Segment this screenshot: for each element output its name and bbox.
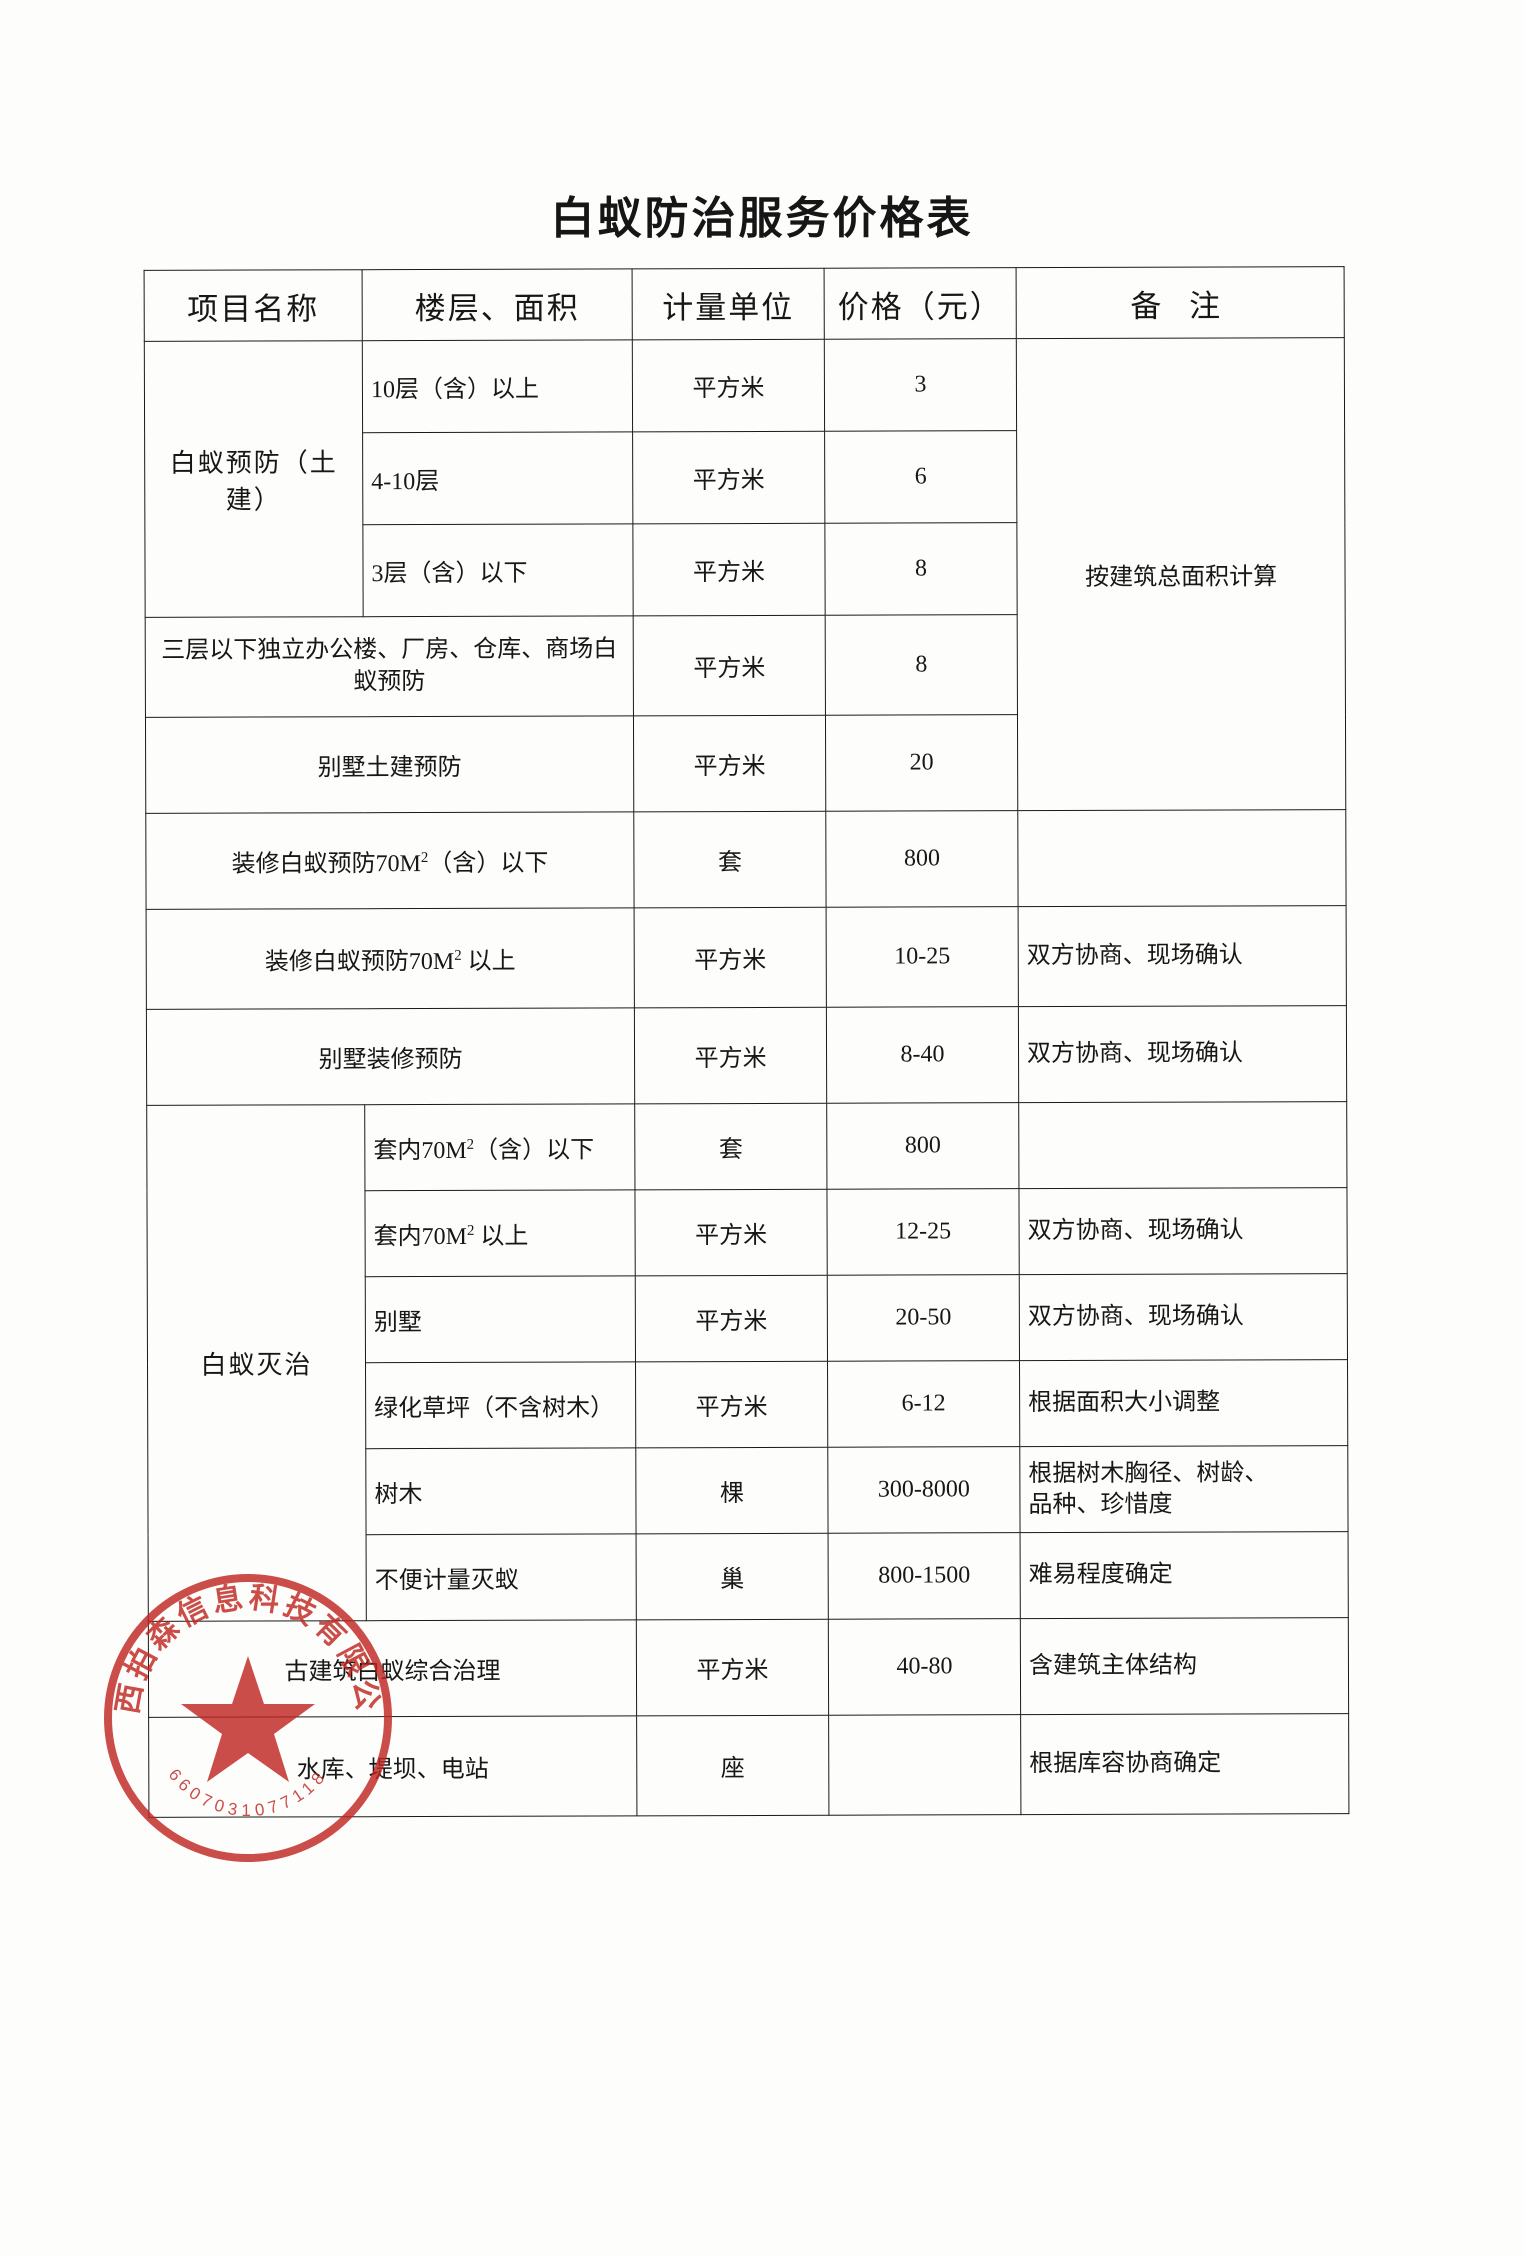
item-text-part-b: （含）以下 — [428, 850, 549, 877]
unit-cell: 平方米 — [635, 1275, 828, 1362]
unit-cell: 平方米 — [634, 1007, 827, 1104]
table-row: 装修白蚁预防70M2 以上 平方米 10-25 双方协商、现场确认 — [146, 905, 1347, 1010]
remark-cell: 双方协商、现场确认 — [1019, 1273, 1348, 1361]
price-cell: 6 — [824, 430, 1017, 524]
remark-line-2: 品种、珍惜度 — [1028, 1491, 1173, 1518]
scope-text-part-b: （含）以下 — [474, 1137, 595, 1164]
price-cell: 20 — [825, 714, 1018, 812]
unit-cell: 平方米 — [633, 715, 826, 812]
item-cell-villa-decoration: 别墅装修预防 — [146, 1007, 635, 1106]
page-title: 白蚁防治服务价格表 — [550, 194, 974, 243]
unit-cell: 平方米 — [634, 1189, 828, 1276]
item-text-part-a: 装修白蚁预防70M — [264, 948, 455, 976]
price-table-container: 项目名称 楼层、面积 计量单位 价格（元） 备 注 白蚁预防（土建） 10层（含… — [144, 266, 1349, 1818]
price-cell: 8 — [825, 614, 1018, 716]
column-header-price: 价格（元） — [824, 267, 1017, 340]
item-cell-office-factory: 三层以下独立办公楼、厂房、仓库、商场白蚁预防 — [145, 615, 634, 718]
table-body: 白蚁预防（土建） 10层（含）以上 平方米 3 按建筑总面积计算 4-10层 平… — [144, 337, 1349, 1818]
scope-cell: 套内70M2（含）以下 — [364, 1103, 635, 1191]
scope-cell: 绿化草坪（不含树木） — [365, 1361, 636, 1449]
superscript-square: 2 — [454, 947, 462, 964]
item-cell-decoration-under70: 装修白蚁预防70M2（含）以下 — [145, 811, 635, 910]
price-cell: 300-8000 — [827, 1446, 1021, 1534]
table-row: 古建筑白蚁综合治理 平方米 40-80 含建筑主体结构 — [148, 1617, 1349, 1718]
group-cell-prevention: 白蚁预防（土建） — [144, 340, 364, 618]
remark-cell: 含建筑主体结构 — [1020, 1617, 1349, 1715]
column-header-remark: 备 注 — [1016, 266, 1345, 339]
item-text-part-a: 装修白蚁预防70M — [231, 851, 421, 878]
scope-text-part-a: 套内70M — [373, 1137, 467, 1165]
price-cell: 8 — [824, 522, 1018, 616]
remark-cell-tree: 根据树木胸径、树龄、 品种、珍惜度 — [1019, 1445, 1349, 1533]
scope-cell: 3层（含）以下 — [362, 523, 634, 617]
remark-cell: 双方协商、现场确认 — [1018, 1187, 1348, 1275]
superscript-square: 2 — [466, 1136, 475, 1153]
remark-line-1: 根据树木胸径、树龄、 — [1028, 1460, 1269, 1487]
price-cell: 20-50 — [827, 1274, 1020, 1362]
item-cell-reservoir-dam-power: 水库、堤坝、电站 — [148, 1715, 637, 1818]
unit-cell: 平方米 — [633, 615, 826, 716]
column-header-unit: 计量单位 — [632, 268, 825, 340]
table-header-row: 项目名称 楼层、面积 计量单位 价格（元） 备 注 — [144, 266, 1345, 342]
unit-cell: 平方米 — [632, 523, 826, 616]
remark-cell: 根据面积大小调整 — [1019, 1359, 1348, 1447]
price-cell: 800 — [826, 1102, 1019, 1190]
unit-cell: 平方米 — [636, 1619, 829, 1716]
unit-cell: 平方米 — [632, 431, 825, 524]
scope-text-part-b: 以上 — [474, 1223, 529, 1250]
table-header: 项目名称 楼层、面积 计量单位 价格（元） 备 注 — [144, 266, 1345, 342]
scope-cell: 别墅 — [365, 1275, 636, 1363]
superscript-square: 2 — [420, 849, 429, 867]
unit-cell: 平方米 — [632, 339, 825, 432]
price-cell: 800-1500 — [828, 1532, 1021, 1620]
column-header-scope: 楼层、面积 — [362, 268, 633, 341]
remark-cell: 根据库容协商确定 — [1020, 1713, 1349, 1815]
remark-cell-empty — [1018, 1101, 1347, 1189]
remark-cell: 双方协商、现场确认 — [1018, 905, 1347, 1007]
price-cell: 8-40 — [826, 1006, 1019, 1104]
scope-cell: 套内70M2 以上 — [364, 1189, 636, 1277]
item-text-part-b: 以上 — [461, 948, 516, 975]
unit-cell: 座 — [636, 1715, 829, 1816]
unit-cell: 平方米 — [634, 907, 827, 1008]
price-cell: 3 — [824, 338, 1017, 432]
column-header-item: 项目名称 — [144, 269, 363, 342]
table-row: 白蚁灭治 套内70M2（含）以下 套 800 — [146, 1101, 1347, 1622]
unit-cell: 巢 — [636, 1533, 829, 1620]
scope-cell: 4-10层 — [362, 431, 633, 525]
item-cell-villa-structure: 别墅土建预防 — [145, 715, 634, 814]
table-row: 水库、堤坝、电站 座 根据库容协商确定 — [148, 1713, 1349, 1818]
item-cell-decoration-over70: 装修白蚁预防70M2 以上 — [146, 907, 635, 1010]
unit-cell: 棵 — [635, 1447, 829, 1534]
price-cell: 12-25 — [826, 1188, 1020, 1276]
unit-cell: 套 — [634, 1103, 827, 1190]
table-row: 白蚁预防（土建） 10层（含）以上 平方米 3 按建筑总面积计算 — [144, 337, 1346, 811]
remark-cell: 双方协商、现场确认 — [1018, 1005, 1347, 1103]
group-cell-eradication: 白蚁灭治 — [146, 1104, 367, 1622]
table-row: 别墅装修预防 平方米 8-40 双方协商、现场确认 — [146, 1005, 1347, 1106]
price-cell: 40-80 — [828, 1618, 1021, 1716]
unit-cell: 套 — [633, 811, 827, 908]
price-cell: 800 — [825, 810, 1019, 908]
scope-cell: 不便计量灭蚁 — [366, 1533, 637, 1621]
scope-text-part-a: 套内70M — [373, 1223, 467, 1251]
table-row: 装修白蚁预防70M2（含）以下 套 800 — [145, 809, 1347, 910]
item-cell-heritage-building: 古建筑白蚁综合治理 — [148, 1619, 637, 1718]
price-table: 项目名称 楼层、面积 计量单位 价格（元） 备 注 白蚁预防（土建） 10层（含… — [144, 266, 1350, 1818]
superscript-square: 2 — [466, 1222, 475, 1239]
price-cell — [828, 1714, 1021, 1816]
price-cell: 6-12 — [827, 1360, 1020, 1448]
remark-cell-empty — [1017, 809, 1347, 907]
scope-cell: 10层（含）以上 — [362, 339, 633, 433]
price-cell: 10-25 — [826, 906, 1019, 1008]
remark-cell: 难易程度确定 — [1020, 1531, 1349, 1619]
unit-cell: 平方米 — [635, 1361, 828, 1448]
scope-cell: 树木 — [365, 1447, 637, 1535]
remark-cell-total-area: 按建筑总面积计算 — [1016, 337, 1346, 811]
